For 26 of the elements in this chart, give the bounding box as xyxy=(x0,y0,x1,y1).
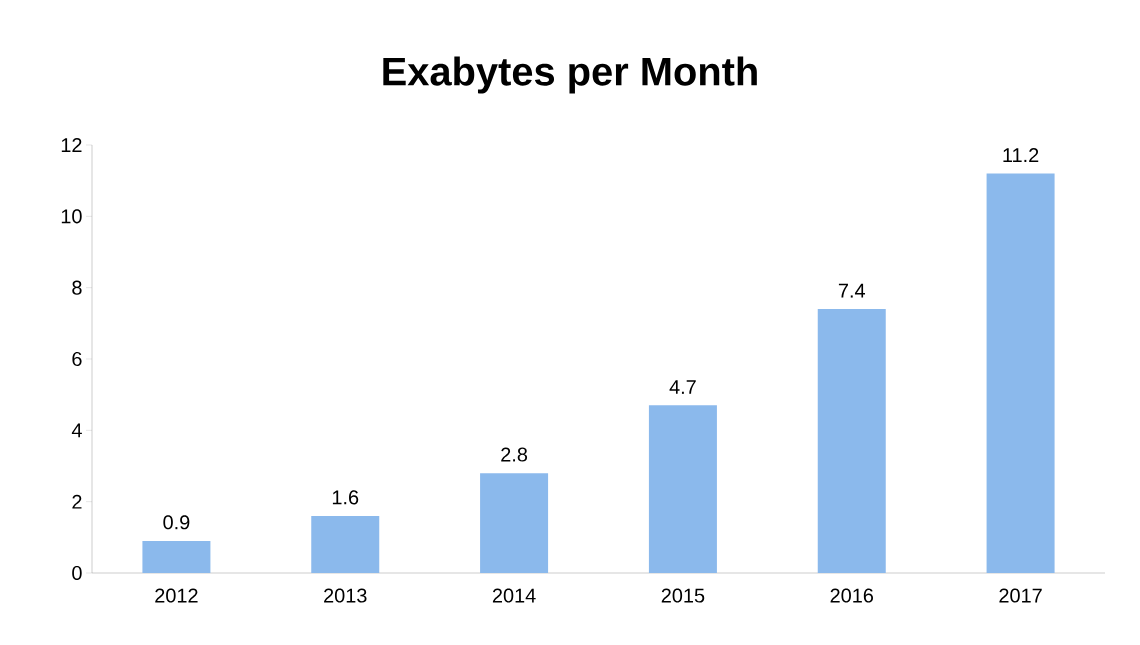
bar xyxy=(311,515,380,573)
y-tick-label: 2 xyxy=(72,494,82,509)
x-tick-label: 2015 xyxy=(661,588,705,603)
bar xyxy=(648,405,717,573)
y-tick-label: 0 xyxy=(72,565,82,581)
y-tick-label: 4 xyxy=(71,423,82,438)
data-label: 11.2 xyxy=(1003,148,1039,163)
bar xyxy=(480,473,549,573)
x-tick-label: 2012 xyxy=(155,588,198,603)
y-tick-label: 6 xyxy=(72,351,82,367)
x-tick-label: 2013 xyxy=(324,588,367,603)
bar xyxy=(817,309,886,573)
x-tick-label: 2017 xyxy=(999,588,1042,603)
y-tick-label: 8 xyxy=(72,280,82,295)
x-tick-label: 2014 xyxy=(492,588,536,603)
data-label: 1.6 xyxy=(332,490,359,505)
chart-title: Exabytes per Month xyxy=(383,56,757,94)
y-tick-label: 12 xyxy=(61,138,82,152)
bar xyxy=(986,173,1055,573)
data-label: 4.7 xyxy=(669,380,696,394)
data-label: 2.8 xyxy=(501,447,528,462)
x-tick-label: 2016 xyxy=(830,588,874,603)
data-label: 7.4 xyxy=(838,283,866,298)
data-label: 0.9 xyxy=(163,515,190,530)
y-tick-label: 10 xyxy=(61,209,82,224)
bar xyxy=(142,540,211,573)
